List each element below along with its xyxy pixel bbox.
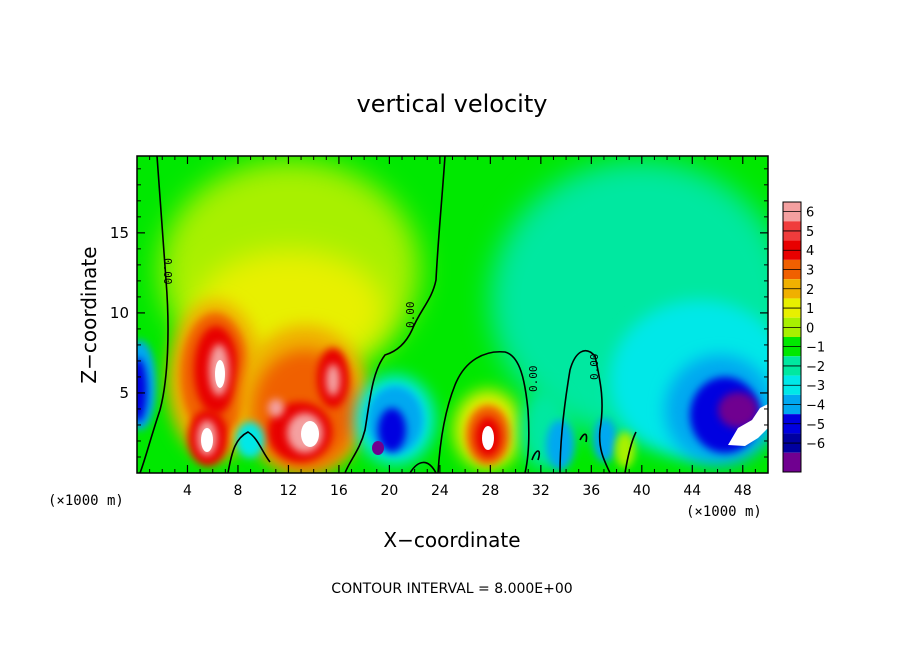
zero-contour-line — [409, 461, 437, 473]
x-axis-label: X−coordinate — [383, 528, 520, 552]
colorbar-label: 0 — [806, 321, 814, 336]
zero-contours — [139, 156, 637, 473]
x-tick-label: 16 — [330, 483, 348, 499]
x-tick-label: 40 — [633, 483, 651, 499]
x-tick-label: 36 — [582, 483, 600, 499]
contour-interval-note: CONTOUR INTERVAL = 8.000E+00 — [331, 581, 572, 597]
x-tick-label: 12 — [280, 483, 298, 499]
colorbar-label: −4 — [806, 399, 825, 414]
heatmap-field — [137, 156, 768, 473]
x-tick-label: 8 — [233, 483, 242, 499]
x-tick-label: 20 — [380, 483, 398, 499]
heatmap-cell — [236, 422, 264, 458]
heatmap-cell — [326, 364, 340, 396]
y-tick-label: 5 — [119, 384, 129, 402]
y-tick-label: 15 — [110, 224, 129, 242]
heatmap-cell — [615, 432, 635, 468]
contour-label: 0.00 — [588, 354, 601, 381]
x-axis-ticks: 4 8 12 16 20 24 28 32 36 40 44 48 — [149, 156, 756, 499]
heatmap-cell — [728, 404, 768, 446]
heatmap-cell — [546, 420, 574, 470]
heatmap-cell — [137, 358, 147, 422]
x-tick-label: 28 — [481, 483, 499, 499]
contour-label: 0.00 — [527, 366, 540, 393]
zero-contour-line — [437, 350, 530, 473]
colorbar-frame — [782, 201, 802, 473]
contour-label: 0.00 — [404, 302, 417, 329]
colorbar-label: 5 — [806, 225, 814, 240]
heatmap-cell — [372, 441, 384, 455]
colorbar-label: −3 — [806, 379, 825, 394]
heatmap-cell — [593, 418, 617, 462]
colorbar-label: −2 — [806, 360, 825, 375]
zero-contour-line — [139, 156, 169, 473]
y-axis-ticks: 5 10 15 — [110, 168, 768, 458]
x-tick-label: 32 — [532, 483, 550, 499]
x-unit-left: (×1000 m) — [48, 493, 124, 509]
chart-title: vertical velocity — [357, 90, 548, 118]
colorbar-swatch — [783, 452, 801, 472]
x-tick-label: 24 — [431, 483, 449, 499]
heatmap-cell — [201, 428, 213, 452]
colorbar-label: 2 — [806, 283, 814, 298]
heatmap-cell — [482, 426, 494, 450]
zero-contour-line — [227, 431, 271, 473]
zero-contour-line — [559, 350, 611, 473]
x-tick-label: 48 — [734, 483, 752, 499]
heatmap-cell — [301, 421, 319, 447]
colorbar-label: −1 — [806, 341, 825, 356]
colorbar-label: 6 — [806, 206, 814, 221]
x-tick-label: 44 — [683, 483, 701, 499]
y-axis-label: Z−coordinate — [77, 246, 101, 383]
zero-contour-line — [624, 431, 637, 473]
colorbar-label: −5 — [806, 418, 825, 433]
colorbar-label: 4 — [806, 244, 814, 259]
x-tick-label: 4 — [183, 483, 192, 499]
heatmap-cell — [378, 408, 406, 452]
colorbar: 6 5 4 3 2 1 0 −1 −2 −3 −4 −5 −6 — [782, 201, 825, 473]
heatmap-cell — [215, 360, 225, 388]
zero-contour-line — [344, 156, 446, 473]
y-tick-label: 10 — [110, 304, 129, 322]
contour-label: 0.00 — [161, 258, 174, 285]
heatmap-cell — [718, 392, 758, 428]
heatmap-cell — [268, 399, 284, 417]
colorbar-label: 3 — [806, 264, 814, 279]
zero-contour-line — [531, 450, 541, 461]
x-unit-right: (×1000 m) — [686, 504, 762, 520]
colorbar-label: 1 — [806, 302, 814, 317]
colorbar-label: −6 — [806, 437, 825, 452]
zero-contour-line — [579, 433, 588, 443]
